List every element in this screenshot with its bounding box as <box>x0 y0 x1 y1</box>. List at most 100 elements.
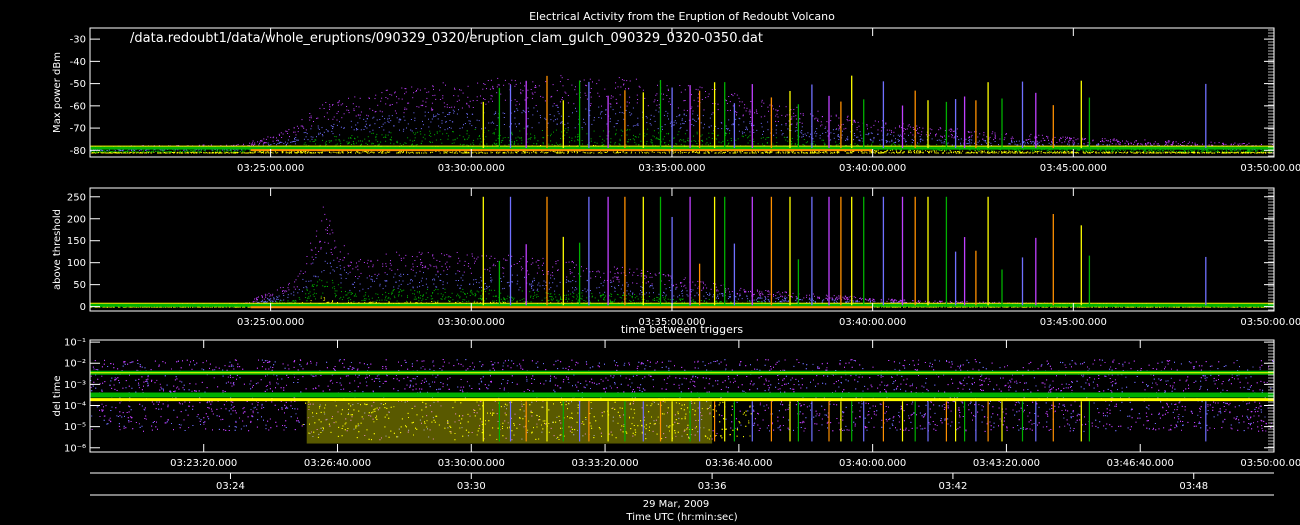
data-point <box>337 102 339 104</box>
data-point <box>604 151 606 153</box>
data-point <box>853 121 855 123</box>
data-point <box>553 131 554 133</box>
data-point <box>697 89 699 91</box>
data-point <box>638 85 640 87</box>
data-point <box>134 150 136 152</box>
data-point <box>775 137 777 139</box>
data-point <box>1050 149 1052 151</box>
data-point <box>977 136 979 138</box>
data-point <box>657 138 659 140</box>
data-point <box>1116 139 1118 141</box>
data-point <box>1120 152 1122 153</box>
data-point <box>187 151 189 153</box>
data-point <box>1240 152 1242 154</box>
data-point <box>312 141 314 142</box>
data-point <box>805 142 807 144</box>
data-point <box>544 100 546 102</box>
data-point <box>836 128 838 130</box>
data-point <box>910 144 912 146</box>
data-point <box>513 143 515 145</box>
data-point <box>653 115 655 117</box>
data-point <box>1193 151 1195 153</box>
data-point <box>295 137 297 138</box>
data-point <box>919 127 921 129</box>
data-point <box>1035 151 1037 153</box>
data-point <box>325 129 327 131</box>
data-point <box>567 127 569 129</box>
data-point <box>258 144 260 146</box>
data-point <box>943 141 945 143</box>
data-point <box>435 150 437 152</box>
data-point <box>96 151 97 153</box>
data-point <box>697 97 699 99</box>
data-point <box>801 136 803 138</box>
data-point <box>536 152 538 154</box>
data-point <box>524 152 526 154</box>
data-point <box>669 98 671 100</box>
data-point <box>343 139 345 141</box>
data-point <box>550 135 551 137</box>
data-point <box>1176 145 1178 146</box>
data-point <box>332 151 334 153</box>
data-point <box>337 152 339 154</box>
data-point <box>631 151 633 153</box>
data-point <box>376 119 378 121</box>
data-point <box>1027 151 1029 153</box>
data-point <box>1048 152 1050 154</box>
data-point <box>656 104 658 106</box>
data-point <box>1127 141 1129 143</box>
data-point <box>679 150 681 152</box>
data-point <box>101 150 103 152</box>
data-point <box>1270 150 1272 152</box>
data-point <box>579 97 581 99</box>
data-point <box>414 137 416 139</box>
data-point <box>1218 142 1220 144</box>
data-point <box>913 151 915 153</box>
data-point <box>317 152 319 154</box>
data-point <box>524 111 526 113</box>
data-point <box>445 121 447 123</box>
data-point <box>878 121 879 123</box>
data-point <box>908 149 910 151</box>
data-point <box>1128 143 1129 145</box>
data-point <box>420 128 422 130</box>
data-point <box>520 93 522 95</box>
data-point <box>664 124 666 126</box>
data-point <box>174 150 176 152</box>
data-point <box>431 118 433 120</box>
data-point <box>183 151 185 153</box>
data-point <box>628 88 630 90</box>
data-point <box>514 85 516 87</box>
data-point <box>384 118 386 120</box>
data-point <box>680 143 682 145</box>
data-point <box>1001 151 1002 153</box>
data-point <box>479 138 481 140</box>
data-point <box>241 149 242 151</box>
data-point <box>948 129 950 131</box>
data-point <box>994 136 996 138</box>
data-point <box>510 151 512 153</box>
data-point <box>770 132 772 134</box>
data-point <box>128 151 130 152</box>
data-point <box>193 150 195 152</box>
data-point <box>622 150 624 152</box>
data-point <box>554 144 555 146</box>
data-point <box>235 145 237 147</box>
data-point <box>661 126 663 128</box>
data-point <box>1066 151 1068 153</box>
data-point <box>811 150 813 152</box>
data-point <box>381 92 383 94</box>
data-point <box>782 152 784 154</box>
data-point <box>396 152 398 154</box>
data-point <box>646 143 648 145</box>
data-point <box>233 152 235 154</box>
data-point <box>1132 150 1134 152</box>
data-point <box>1041 134 1043 136</box>
data-point <box>694 152 696 153</box>
data-point <box>891 131 893 133</box>
data-point <box>673 124 675 126</box>
data-point <box>941 150 943 151</box>
data-point <box>730 140 732 142</box>
data-point <box>381 134 383 136</box>
